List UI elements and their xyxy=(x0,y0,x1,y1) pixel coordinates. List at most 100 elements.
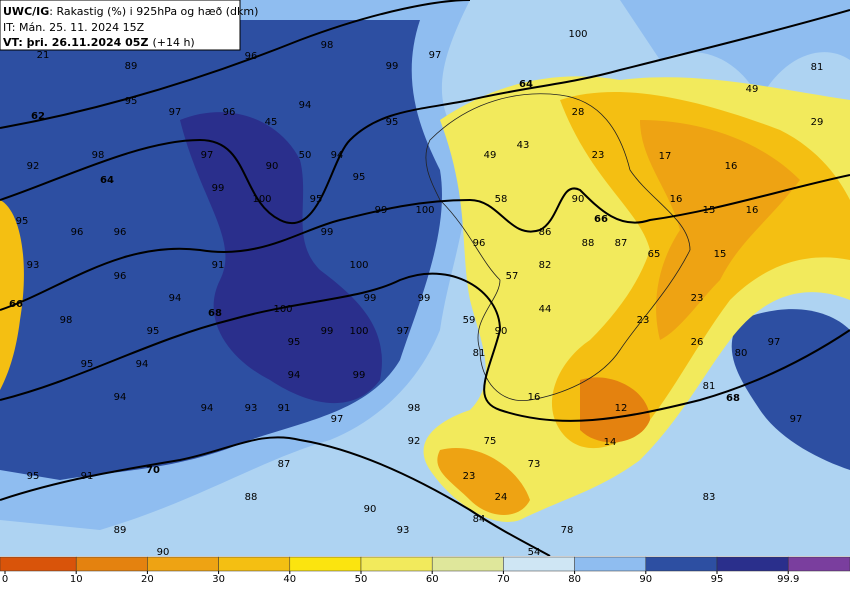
field-value: 49 xyxy=(484,150,497,161)
field-value: 45 xyxy=(265,117,278,128)
colorbar-segment xyxy=(218,556,291,572)
colorbar-tick-label: 40 xyxy=(283,574,296,585)
field-value: 99 xyxy=(321,227,334,238)
field-value: 97 xyxy=(331,414,344,425)
field-value: 80 xyxy=(735,348,748,359)
field-value: 81 xyxy=(473,348,486,359)
field-value: 86 xyxy=(539,227,552,238)
contour-label: 68 xyxy=(726,393,740,404)
field-value: 98 xyxy=(321,40,334,51)
colorbar-segment xyxy=(787,556,850,572)
contour-label: 62 xyxy=(31,111,45,122)
lead-time: (+14 h) xyxy=(152,36,194,49)
field-value: 95 xyxy=(310,194,323,205)
field-value: 98 xyxy=(408,403,421,414)
field-value: 89 xyxy=(114,525,127,536)
field-region xyxy=(437,448,530,515)
field-value: 95 xyxy=(288,337,301,348)
field-value: 15 xyxy=(714,249,727,260)
field-value: 94 xyxy=(299,100,312,111)
field-value: 26 xyxy=(691,337,704,348)
model: UWC/IG xyxy=(3,5,49,18)
field-value: 17 xyxy=(659,151,672,162)
colorbar-tick-label: 20 xyxy=(141,574,154,585)
field-value: 99 xyxy=(212,183,225,194)
field-value: 82 xyxy=(539,260,552,271)
field-region xyxy=(0,200,24,390)
field-value: 94 xyxy=(136,359,149,370)
colorbar: 0 10 20 30 40 50 60 70 80 90 95 99.9 xyxy=(0,556,850,585)
field-value: 44 xyxy=(539,304,552,315)
field-value: 90 xyxy=(495,326,508,337)
header-box xyxy=(0,0,241,51)
field-value: 16 xyxy=(725,161,738,172)
field-value: 98 xyxy=(60,315,73,326)
field-value: 14 xyxy=(604,437,617,448)
valid-time-line: VT: þri. 26.11.2024 05Z (+14 h) xyxy=(3,36,195,49)
field-value: 23 xyxy=(592,150,605,161)
colorbar-segment xyxy=(0,556,77,572)
field-value: 91 xyxy=(278,403,291,414)
field-value: 95 xyxy=(386,117,399,128)
field-value: 100 xyxy=(349,260,368,271)
field-value: 54 xyxy=(528,547,541,558)
colorbar-segment xyxy=(147,556,219,572)
field-value: 94 xyxy=(169,293,182,304)
colorbar-segment xyxy=(574,556,647,572)
field-value: 16 xyxy=(670,194,683,205)
field-value: 95 xyxy=(27,471,40,482)
field-value: 95 xyxy=(353,172,366,183)
field-value: 16 xyxy=(528,392,541,403)
field-value: 16 xyxy=(746,205,759,216)
field-value: 99 xyxy=(353,370,366,381)
field-value: 84 xyxy=(473,514,486,525)
header-line: UWC/IG: Rakastig (%) i 925hPa og hæð (dk… xyxy=(3,5,258,18)
field-value: 65 xyxy=(648,249,661,260)
field-value: 87 xyxy=(615,238,628,249)
colorbar-tick-label: 90 xyxy=(639,574,652,585)
field-value: 90 xyxy=(157,547,170,558)
field-value: 97 xyxy=(790,414,803,425)
colorbar-segment xyxy=(645,556,718,572)
colorbar-tick-label: 30 xyxy=(212,574,225,585)
contour-label: 66 xyxy=(9,299,23,310)
field-value: 50 xyxy=(299,150,312,161)
field-value: 90 xyxy=(364,504,377,515)
colorbar-segment xyxy=(431,556,504,572)
field-value: 99 xyxy=(418,293,431,304)
field-value: 87 xyxy=(278,459,291,470)
field-value: 23 xyxy=(463,471,476,482)
field-region xyxy=(640,120,800,340)
field-value: 96 xyxy=(114,227,127,238)
field-value: 97 xyxy=(169,107,182,118)
field-value: 94 xyxy=(288,370,301,381)
field-value: 28 xyxy=(572,107,585,118)
field-value: 95 xyxy=(147,326,160,337)
contour-label: 64 xyxy=(100,175,114,186)
field-value: 93 xyxy=(397,525,410,536)
field-value: 94 xyxy=(331,150,344,161)
contour-label: 68 xyxy=(208,308,222,319)
field-value: 90 xyxy=(266,161,279,172)
coastline xyxy=(425,93,691,402)
field-value: 100 xyxy=(349,326,368,337)
field-value: 29 xyxy=(811,117,824,128)
field-value: 75 xyxy=(484,436,497,447)
field-value: 73 xyxy=(528,459,541,470)
field-region xyxy=(180,112,382,404)
field-value: 23 xyxy=(691,293,704,304)
issue-time: IT: Mán. 25. 11. 2024 15Z xyxy=(3,21,145,34)
field-value: 88 xyxy=(245,492,258,503)
field-value: 96 xyxy=(71,227,84,238)
colorbar-tick-label: 0 xyxy=(2,574,8,585)
colorbar-tick-label: 70 xyxy=(497,574,510,585)
subtitle: : Rakastig (%) i 925hPa og hæð (dkm) xyxy=(49,5,258,18)
field-value: 83 xyxy=(703,492,716,503)
field-value: 59 xyxy=(463,315,476,326)
colorbar-segment xyxy=(289,556,362,572)
field-value: 100 xyxy=(415,205,434,216)
field-value: 100 xyxy=(252,194,271,205)
field-value: 91 xyxy=(212,260,225,271)
field-value: 97 xyxy=(201,150,214,161)
field-value: 99 xyxy=(375,205,388,216)
